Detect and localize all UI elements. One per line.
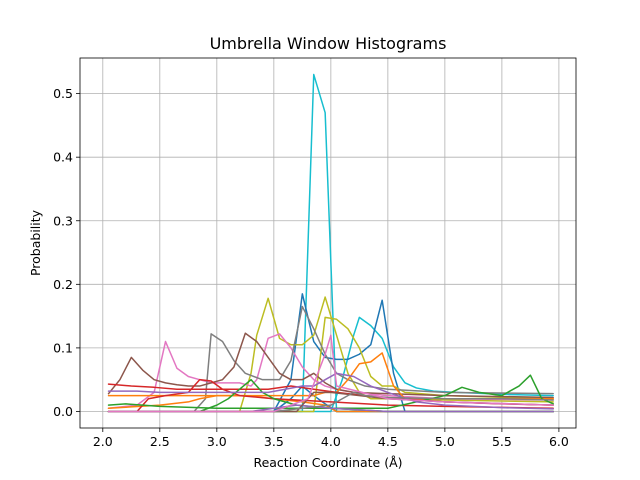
x-tick-label: 2.5 bbox=[150, 434, 170, 449]
y-axis-ticks: 0.0 0.1 0.2 0.3 0.4 0.5 bbox=[53, 86, 80, 419]
series-line-10 bbox=[107, 352, 554, 400]
x-tick-label: 6.0 bbox=[549, 434, 569, 449]
y-tick-label: 0.2 bbox=[53, 277, 73, 292]
series-line-20 bbox=[107, 334, 554, 413]
series-lines bbox=[107, 73, 554, 413]
x-tick-label: 4.0 bbox=[321, 434, 341, 449]
y-tick-label: 0.4 bbox=[53, 150, 73, 165]
chart-title: Umbrella Window Histograms bbox=[210, 34, 447, 53]
x-tick-label: 3.0 bbox=[207, 434, 227, 449]
y-tick-label: 0.1 bbox=[53, 340, 73, 355]
series-line-13 bbox=[107, 378, 554, 413]
x-tick-label: 5.0 bbox=[435, 434, 455, 449]
x-tick-label: 2.0 bbox=[93, 434, 113, 449]
x-axis-ticks: 2.0 2.5 3.0 3.5 4.0 4.5 5.0 5.5 6.0 bbox=[93, 428, 569, 449]
series-line-9 bbox=[107, 332, 554, 399]
y-tick-label: 0.5 bbox=[53, 86, 73, 101]
grid-lines bbox=[80, 58, 576, 428]
y-tick-label: 0.3 bbox=[53, 213, 73, 228]
series-line-16 bbox=[107, 372, 554, 410]
plot-area-background bbox=[80, 58, 576, 428]
x-tick-label: 5.5 bbox=[492, 434, 512, 449]
y-axis-label: Probability bbox=[28, 209, 43, 276]
series-line-5 bbox=[107, 296, 554, 413]
series-line-8 bbox=[107, 305, 554, 413]
x-axis-label: Reaction Coordinate (Å) bbox=[253, 455, 402, 470]
x-tick-label: 3.5 bbox=[264, 434, 284, 449]
x-tick-label: 4.5 bbox=[378, 434, 398, 449]
y-tick-label: 0.0 bbox=[53, 404, 73, 419]
series-line-14 bbox=[107, 374, 554, 410]
plot-frame bbox=[79, 57, 577, 429]
